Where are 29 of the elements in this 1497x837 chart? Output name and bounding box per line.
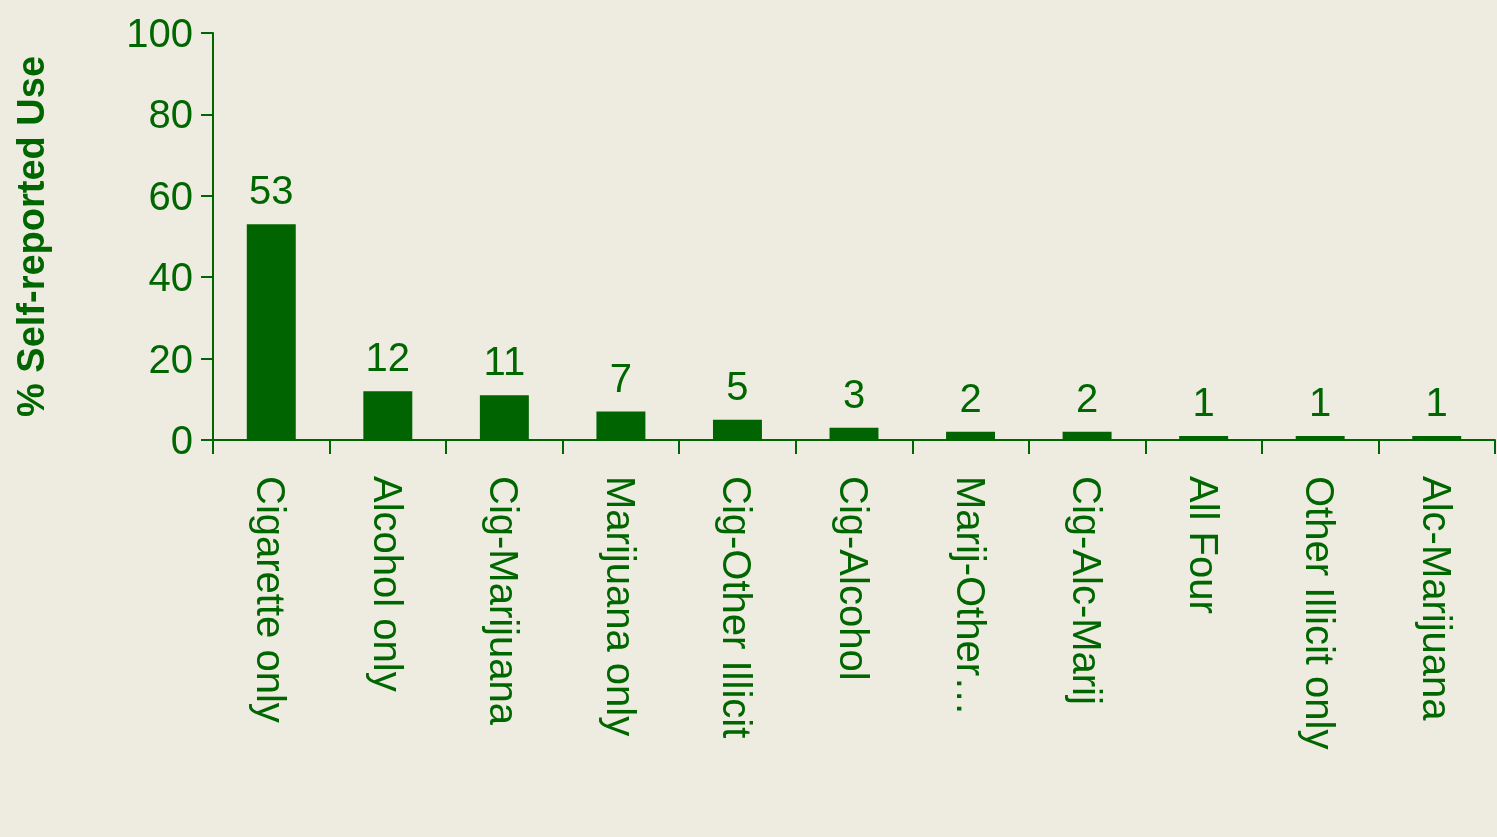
data-label: 11 xyxy=(483,339,526,384)
data-label: 3 xyxy=(842,371,866,416)
x-tick-label: Marijuana only xyxy=(598,476,643,737)
y-tick-label: 80 xyxy=(148,92,193,137)
y-tick-label: 60 xyxy=(148,173,193,218)
y-tick-label: 100 xyxy=(126,11,193,55)
y-tick-label: 0 xyxy=(170,418,193,462)
y-tick-label: 20 xyxy=(148,336,193,381)
data-label: 1 xyxy=(1425,379,1448,424)
x-tick-label: Cig-Marijuana xyxy=(482,476,527,726)
x-tick-label: Cigarette only xyxy=(249,476,294,723)
x-tick-label: All Four xyxy=(1181,476,1226,614)
x-tick-label: Alcohol only xyxy=(365,476,410,692)
data-label: 2 xyxy=(1075,375,1099,420)
x-tick-label: Cig-Other Illicit xyxy=(715,476,760,739)
data-label: 2 xyxy=(959,375,982,420)
data-label: 12 xyxy=(365,335,411,380)
y-axis-title: % Self-reported Use xyxy=(10,55,52,418)
x-tick-label: Marij-Other… xyxy=(948,476,993,717)
data-label: 7 xyxy=(609,355,633,400)
data-label: 53 xyxy=(249,168,294,213)
data-label: 1 xyxy=(1309,379,1332,424)
x-tick-label: Other Illicit only xyxy=(1298,476,1343,750)
data-label: 1 xyxy=(1192,379,1215,424)
data-label: 5 xyxy=(726,363,749,408)
x-tick-label: Alc-Marijuana xyxy=(1414,476,1459,722)
y-tick-label: 40 xyxy=(148,255,193,300)
x-tick-label: Cig-Alc-Marij xyxy=(1065,476,1110,705)
x-tick-label: Cig-Alcohol xyxy=(832,476,876,681)
